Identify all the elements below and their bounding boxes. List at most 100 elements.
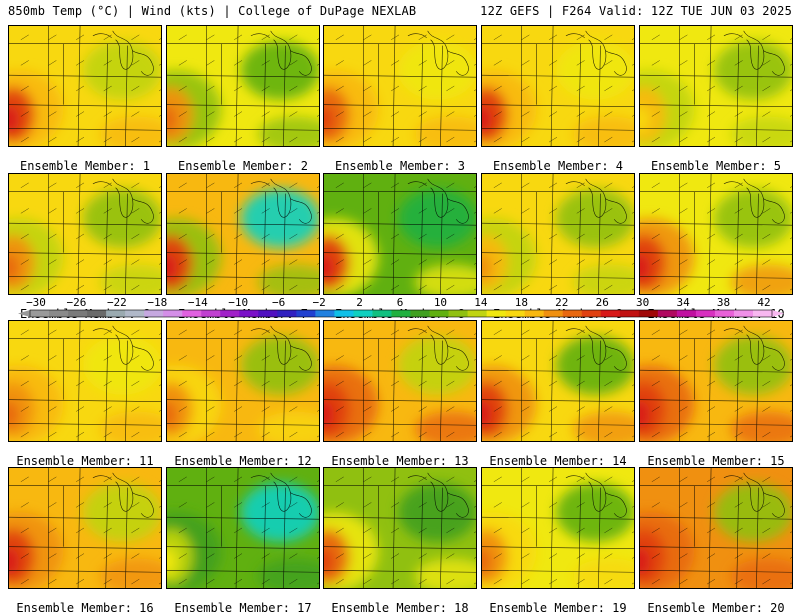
ensemble-member-label: Ensemble Member: 14	[489, 454, 627, 468]
colorbar-swatch	[49, 310, 69, 317]
colorbar-tick-label: 22	[555, 296, 569, 309]
colorbar-tick-label: 10	[433, 296, 448, 309]
colorbar-swatch	[315, 310, 335, 317]
colorbar-swatch	[581, 310, 602, 317]
colorbar-swatch	[68, 310, 88, 317]
ensemble-member-panel: Ensemble Member: 17	[166, 467, 320, 615]
model-run-valid-time: 12Z GEFS | F264 Valid: 12Z TUE JUN 03 20…	[480, 4, 792, 18]
ensemble-member-label: Ensemble Member: 18	[331, 601, 469, 615]
temperature-map	[8, 173, 162, 295]
colorbar-tick-label: −26	[66, 296, 87, 309]
ensemble-member-label: Ensemble Member: 19	[489, 601, 627, 615]
colorbar-swatch	[410, 310, 430, 317]
ensemble-member-panel: Ensemble Member: 7	[166, 173, 320, 321]
temperature-map	[166, 25, 320, 147]
temperature-colorbar: −30 −26 −22 −18 −14 −10 −6 −2 2 6 10 14 18 22 26 30 34 38…	[0, 296, 800, 320]
colorbar-swatch	[676, 310, 697, 317]
colorbar-tick-label: 30	[636, 296, 650, 309]
colorbar-swatch	[144, 310, 164, 317]
ensemble-member-panel: Ensemble Member: 16	[8, 467, 162, 615]
colorbar-swatch	[220, 310, 240, 317]
colorbar-tick-label: 26	[595, 296, 609, 309]
temperature-map	[323, 467, 477, 589]
temperature-map	[8, 467, 162, 589]
colorbar-swatch	[372, 310, 392, 317]
colorbar-swatch	[391, 310, 411, 317]
colorbar-swatch	[524, 310, 545, 317]
colorbar-max-arrow	[772, 310, 784, 317]
colorbar-swatch	[638, 310, 659, 317]
colorbar-swatch	[467, 310, 488, 317]
temperature-map	[166, 173, 320, 295]
temperature-map	[481, 467, 635, 589]
ensemble-member-panel: Ensemble Member: 9	[481, 173, 635, 321]
temperature-map	[166, 467, 320, 589]
colorbar-tick-label: −6	[272, 296, 286, 309]
colorbar-tick-label: 14	[474, 296, 488, 309]
temperature-map	[639, 173, 793, 295]
ensemble-member-panel: Ensemble Member: 11	[8, 320, 162, 468]
temperature-map	[639, 25, 793, 147]
ensemble-member-panel: Ensemble Member: 1	[8, 25, 162, 173]
colorbar-swatch	[201, 310, 221, 317]
ensemble-member-label: Ensemble Member: 2	[177, 159, 309, 173]
colorbar-swatch	[714, 310, 735, 317]
colorbar-swatch	[600, 310, 621, 317]
temperature-map	[481, 25, 635, 147]
ensemble-member-label: Ensemble Member: 4	[492, 159, 624, 173]
ensemble-member-panel: Ensemble Member: 12	[166, 320, 320, 468]
ensemble-member-label: Ensemble Member: 15	[647, 454, 785, 468]
ensemble-member-label: Ensemble Member: 5	[650, 159, 782, 173]
colorbar-tick-label: 2	[356, 296, 363, 309]
ensemble-member-label: Ensemble Member: 13	[331, 454, 469, 468]
colorbar-tick-label: −10	[228, 296, 249, 309]
temperature-map	[481, 173, 635, 295]
colorbar-tick-label: −2	[312, 296, 326, 309]
temperature-map	[323, 25, 477, 147]
ensemble-member-panel: Ensemble Member: 14	[481, 320, 635, 468]
ensemble-member-label: Ensemble Member: 12	[174, 454, 312, 468]
ensemble-member-panel: Ensemble Member: 20	[639, 467, 793, 615]
colorbar-swatch	[163, 310, 183, 317]
temperature-map	[481, 320, 635, 442]
ensemble-member-label: Ensemble Member: 16	[16, 601, 154, 615]
ensemble-member-panel: Ensemble Member: 19	[481, 467, 635, 615]
ensemble-member-panel: Ensemble Member: 8	[323, 173, 477, 321]
colorbar-tick-label: −18	[147, 296, 168, 309]
colorbar-swatch	[505, 310, 526, 317]
ensemble-member-label: Ensemble Member: 1	[19, 159, 151, 173]
ensemble-member-panel: Ensemble Member: 18	[323, 467, 477, 615]
ensemble-member-panel: Ensemble Member: 15	[639, 320, 793, 468]
ensemble-member-label: Ensemble Member: 17	[174, 601, 312, 615]
temperature-map	[166, 320, 320, 442]
colorbar-tick-label: 38	[716, 296, 731, 309]
ensemble-member-panel: Ensemble Member: 10	[639, 173, 793, 321]
colorbar-tick-label: 34	[676, 296, 690, 309]
colorbar-tick-label: 6	[396, 296, 404, 309]
ensemble-member-label: Ensemble Member: 20	[647, 601, 785, 615]
ensemble-member-label: Ensemble Member: 3	[334, 159, 466, 173]
ensemble-member-label: Ensemble Member: 11	[16, 454, 154, 468]
colorbar-tick-label: 18	[514, 296, 528, 309]
colorbar-swatch	[277, 310, 297, 317]
colorbar-swatch	[87, 310, 107, 317]
ensemble-member-panel: Ensemble Member: 5	[639, 25, 793, 173]
ensemble-member-panel: Ensemble Member: 13	[323, 320, 477, 468]
colorbar-swatch	[258, 310, 278, 317]
colorbar-swatch	[30, 310, 50, 317]
ensemble-member-panel: Ensemble Member: 2	[166, 25, 320, 173]
temperature-map	[323, 320, 477, 442]
colorbar-swatch	[752, 310, 773, 317]
colorbar-scale	[18, 309, 784, 318]
colorbar-swatch	[106, 310, 126, 317]
colorbar-tick-label: 42	[757, 296, 771, 309]
colorbar-tick-label: −22	[106, 296, 127, 309]
map-title: 850mb Temp (°C) | Wind (kts) | College o…	[8, 4, 417, 18]
colorbar-swatch	[182, 310, 202, 317]
ensemble-member-panel: Ensemble Member: 4	[481, 25, 635, 173]
temperature-map	[639, 467, 793, 589]
colorbar-swatch	[353, 310, 373, 317]
temperature-map	[8, 25, 162, 147]
temperature-map	[8, 320, 162, 442]
colorbar-min-arrow	[18, 310, 30, 317]
